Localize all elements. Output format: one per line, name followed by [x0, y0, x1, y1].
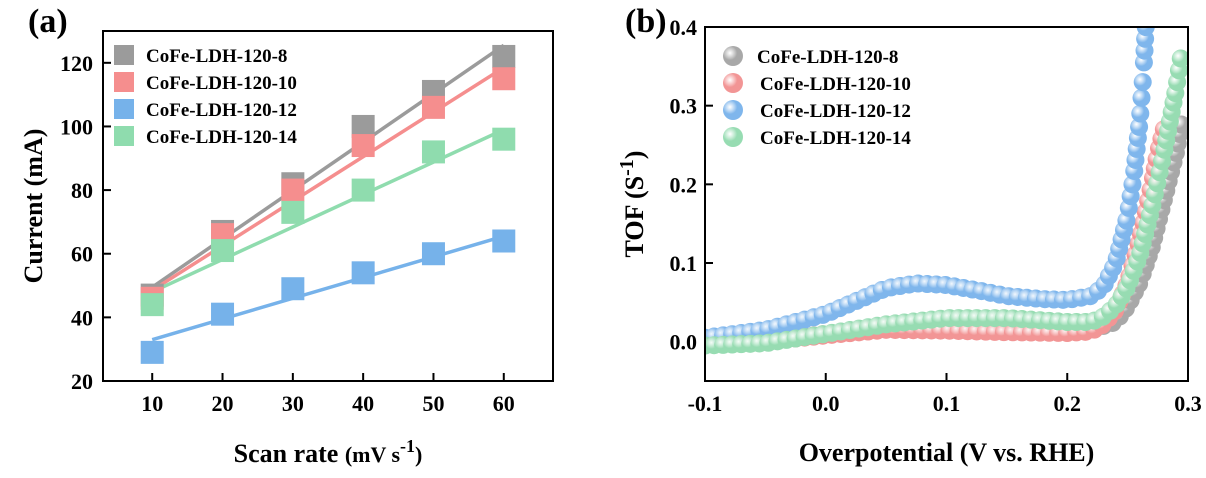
legend-marker: [723, 127, 743, 147]
legend-entry: CoFe-LDH-120-14: [146, 127, 297, 148]
data-point-2: [421, 95, 445, 119]
data-point-4: [281, 200, 305, 224]
panel-label-a: (a): [28, 3, 68, 40]
x-axis-label: Scan rate (mV s-1): [234, 436, 423, 468]
x-tick-label: 20: [212, 391, 234, 416]
data-point-3: [1132, 88, 1151, 107]
panel-label-b: (b): [625, 3, 667, 40]
data-point-2: [351, 134, 375, 158]
data-point-3: [1130, 117, 1149, 136]
y-tick-label: 60: [71, 242, 93, 267]
data-layer: [705, 27, 1188, 355]
x-tick-label: 10: [141, 391, 163, 416]
data-point-3: [1123, 175, 1142, 194]
data-point-2: [281, 178, 305, 202]
y-tick-label: 0.0: [670, 330, 698, 355]
data-point-3: [281, 277, 305, 301]
x-tick-label: 40: [352, 391, 374, 416]
panel-b: -0.1 0.0 0.1 0.2 0.3 0.0 0.1 0.2 0.3 0.4 CoFe-LDH-…: [616, 3, 1202, 467]
data-point-4: [1171, 49, 1188, 68]
legend-entry: CoFe-LDH-120-8: [146, 46, 287, 67]
legend-marker: [114, 126, 134, 146]
data-point-4: [140, 293, 164, 317]
x-tick-label: 0.2: [1054, 391, 1082, 416]
legend-marker: [114, 45, 134, 65]
x-tick-label: 0.3: [1174, 391, 1202, 416]
fit-line-2: [151, 66, 505, 292]
data-point-3: [1136, 27, 1155, 36]
legend-marker: [723, 46, 743, 66]
plot-frame: [704, 26, 1189, 382]
legend-marker: [114, 72, 134, 92]
data-point-3: [351, 261, 375, 285]
y-tick-label: 0.1: [670, 251, 698, 276]
legend-entry: CoFe-LDH-120-10: [760, 74, 911, 95]
fit-line-4: [151, 128, 505, 294]
data-point-3: [211, 302, 235, 326]
y-tick-label: 0.2: [670, 172, 698, 197]
data-point-3: [492, 229, 516, 253]
data-point-4: [421, 140, 445, 164]
legend-entry: CoFe-LDH-120-8: [757, 47, 898, 68]
y-tick-label: 100: [60, 114, 93, 139]
x-tick-label: -0.1: [688, 391, 723, 416]
x-tick-label: 30: [282, 391, 304, 416]
y-tick-label: 40: [71, 305, 93, 330]
legend-marker: [723, 100, 743, 120]
data-point-1: [492, 44, 516, 68]
x-tick-label: 0.1: [933, 391, 961, 416]
y-tick-label: 120: [60, 51, 93, 76]
y-axis-label: Current (mA): [19, 129, 48, 284]
data-point-3: [1131, 104, 1150, 123]
fit-line-3: [151, 234, 505, 342]
legend-marker: [114, 99, 134, 119]
legend-entry: CoFe-LDH-120-10: [146, 73, 297, 94]
x-tick-label: 50: [422, 391, 444, 416]
legend-entry: CoFe-LDH-120-14: [760, 128, 911, 149]
fit-line-1: [151, 43, 505, 289]
panel-a: 10 20 30 40 50 60 20 40 60 80 100 120 CoFe-LDH-120-8…: [19, 3, 554, 468]
data-point-1: [351, 114, 375, 138]
data-point-4: [211, 239, 235, 263]
x-tick-label: 0.0: [812, 391, 840, 416]
legend-marker: [723, 73, 743, 93]
x-axis-label: Overpotential (V vs. RHE): [799, 438, 1095, 467]
y-tick-label: 20: [71, 369, 93, 394]
y-tick-label: 0.3: [670, 94, 698, 119]
data-point-3: [140, 340, 164, 364]
y-tick-label: 80: [71, 178, 93, 203]
data-point-4: [351, 178, 375, 202]
data-point-3: [1133, 73, 1152, 92]
plot-frame: [102, 30, 554, 382]
legend-entry: CoFe-LDH-120-12: [146, 100, 297, 121]
data-point-2: [492, 67, 516, 91]
data-point-4: [492, 127, 516, 151]
y-axis-label: TOF (S-1): [616, 151, 649, 258]
legend-entry: CoFe-LDH-120-12: [760, 101, 911, 122]
data-point-3: [421, 242, 445, 266]
y-tick-label: 0.4: [670, 15, 698, 40]
x-tick-label: 60: [493, 391, 515, 416]
